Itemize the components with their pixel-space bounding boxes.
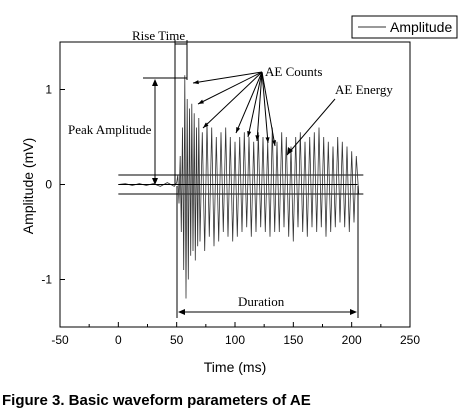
x-axis-ticks: -50 0 50 100 150 200 250 — [51, 322, 420, 347]
ae-counts-pointer — [261, 71, 269, 144]
ae-counts-arrowhead — [265, 137, 270, 143]
ae-counts-pointer — [256, 71, 263, 142]
rise-time-label: Rise Time — [132, 28, 185, 43]
ae-counts-pointer — [247, 71, 263, 138]
ae-counts-arrowhead — [255, 135, 260, 141]
peak-arrowhead-bottom — [152, 178, 158, 185]
ae-counts-annotation: AE Counts — [192, 64, 322, 147]
x-tick-label: 50 — [170, 333, 184, 347]
x-tick-label: 0 — [115, 333, 122, 347]
ae-energy-arrowhead — [287, 147, 293, 155]
y-axis-ticks: -1 0 1 — [41, 83, 65, 287]
series-line-amplitude — [118, 75, 360, 299]
y-tick-label: 1 — [45, 83, 52, 97]
peak-amplitude-label: Peak Amplitude — [68, 122, 152, 137]
peak-amplitude-annotation: Peak Amplitude — [68, 77, 187, 185]
ae-counts-arrowhead — [247, 131, 252, 137]
ae-counts-arrowhead — [271, 140, 277, 146]
x-tick-label: 200 — [342, 333, 362, 347]
chart: -50 0 50 100 150 200 250 -1 0 1 Time (ms) Amplit… — [20, 15, 458, 375]
ae-energy-pointer — [286, 98, 336, 156]
legend-box — [351, 15, 458, 39]
rise-time-annotation: Rise Time — [132, 28, 188, 184]
ae-counts-pointer — [261, 71, 276, 147]
x-axis-label: Time (ms) — [204, 359, 266, 375]
ae-counts-arrowhead — [198, 99, 204, 104]
ae-counts-pointer — [197, 71, 263, 105]
ae-energy-label: AE Energy — [335, 82, 393, 97]
figure-caption: Figure 3. Basic waveform parameters of A… — [2, 392, 311, 409]
legend: Amplitude — [351, 15, 458, 39]
ae-counts-arrowhead — [193, 80, 199, 85]
x-tick-label: 150 — [283, 333, 303, 347]
legend-label-amplitude: Amplitude — [390, 19, 452, 35]
ae-counts-arrowhead — [203, 122, 209, 128]
y-tick-label: 0 — [45, 178, 52, 192]
duration-arrowhead-right — [350, 309, 357, 315]
ae-counts-pointer — [235, 71, 263, 134]
x-tick-label: -50 — [51, 333, 69, 347]
x-tick-label: 100 — [225, 333, 245, 347]
duration-label: Duration — [238, 294, 285, 309]
y-axis-label: Amplitude (mV) — [20, 138, 36, 234]
ae-counts-label: AE Counts — [265, 64, 322, 79]
ae-counts-pointer — [202, 71, 263, 129]
ae-counts-arrowhead — [236, 127, 241, 133]
y-tick-label: -1 — [41, 273, 52, 287]
ae-energy-annotation: AE Energy — [286, 82, 393, 156]
peak-arrowhead-top — [152, 79, 158, 86]
duration-arrowhead-left — [178, 309, 185, 315]
ae-counts-pointer — [192, 71, 263, 84]
duration-annotation: Duration — [176, 186, 359, 318]
x-tick-label: 250 — [400, 333, 420, 347]
